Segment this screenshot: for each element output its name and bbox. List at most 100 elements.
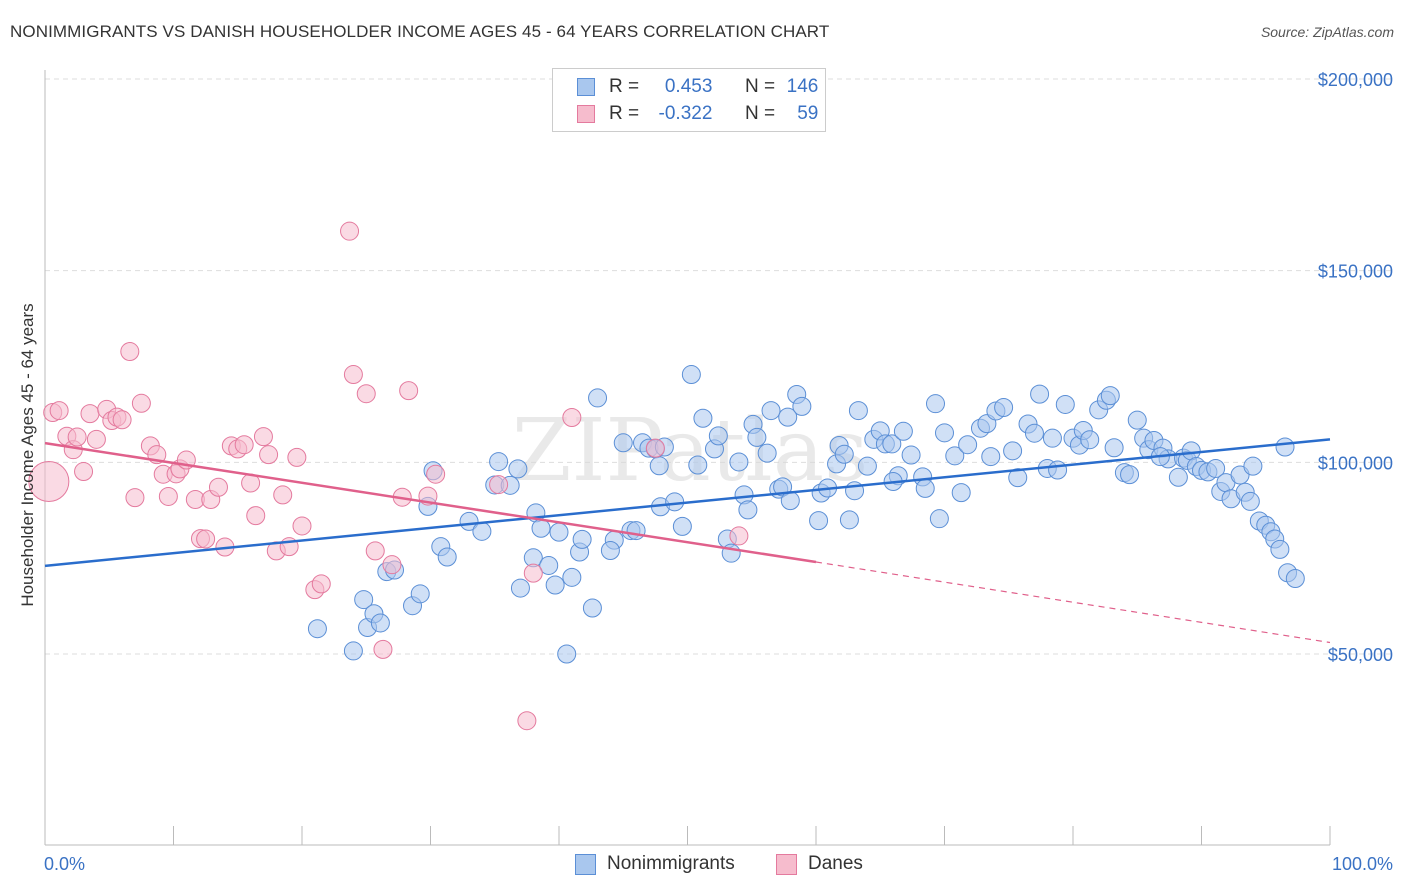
nonimmigrants-point bbox=[557, 644, 577, 664]
nonimmigrants-point bbox=[354, 590, 374, 610]
danes-point bbox=[208, 477, 228, 497]
y-tick-labels: $50,000 $100,000 $150,000 $200,000 bbox=[1318, 70, 1393, 665]
nonimmigrants-point bbox=[1104, 438, 1124, 458]
nonimmigrants-point bbox=[809, 511, 829, 531]
danes-point bbox=[259, 445, 279, 465]
nonimmigrants-point bbox=[945, 446, 965, 466]
danes-point bbox=[86, 429, 106, 449]
series-legend: Nonimmigrants Danes bbox=[0, 852, 1406, 878]
nonimmigrants-point bbox=[901, 445, 921, 465]
n-value: 59 bbox=[797, 103, 819, 124]
nonimmigrants-point bbox=[778, 407, 798, 427]
nonimmigrants-point bbox=[1080, 430, 1100, 450]
nonimmigrants-point bbox=[1003, 441, 1023, 461]
legend-label-danes: Danes bbox=[808, 853, 863, 874]
nonimmigrants-point bbox=[1168, 467, 1188, 487]
nonimmigrants-point bbox=[1270, 539, 1290, 559]
nonimmigrants-point bbox=[437, 547, 457, 567]
nonimmigrants-point bbox=[994, 398, 1014, 418]
nonimmigrants-point bbox=[747, 427, 767, 447]
nonimmigrants-point bbox=[834, 444, 854, 464]
danes-points bbox=[28, 221, 749, 731]
danes-point bbox=[343, 365, 363, 385]
nonimmigrants-point bbox=[545, 575, 565, 595]
nonimmigrants-point bbox=[1048, 460, 1068, 480]
danes-point bbox=[131, 393, 151, 413]
nonimmigrants-trend-line bbox=[44, 438, 1331, 568]
n-value: 146 bbox=[786, 76, 819, 97]
danes-point bbox=[311, 574, 331, 594]
legend-label-nonimmigrants: Nonimmigrants bbox=[607, 853, 735, 874]
danes-point bbox=[399, 381, 419, 401]
nonimmigrants-point bbox=[582, 598, 602, 618]
r-label: R = bbox=[609, 76, 640, 97]
nonimmigrants-point bbox=[757, 443, 777, 463]
nonimmigrants-point bbox=[935, 423, 954, 443]
legend-swatch-pink bbox=[577, 105, 595, 123]
danes-point bbox=[645, 438, 665, 458]
nonimmigrants-point bbox=[688, 455, 708, 475]
nonimmigrants-point bbox=[472, 521, 492, 541]
nonimmigrants-point bbox=[681, 365, 701, 385]
nonimmigrants-point bbox=[370, 613, 390, 633]
nonimmigrants-point bbox=[958, 435, 978, 455]
nonimmigrants-point bbox=[780, 491, 800, 511]
nonimmigrants-point bbox=[792, 396, 812, 416]
y-tick-label: $50,000 bbox=[1328, 645, 1393, 665]
nonimmigrants-point bbox=[882, 434, 902, 454]
nonimmigrants-point bbox=[539, 555, 559, 575]
nonimmigrants-point bbox=[343, 641, 363, 661]
danes-point bbox=[340, 221, 360, 241]
nonimmigrants-point bbox=[410, 584, 430, 604]
danes-point bbox=[125, 488, 145, 508]
nonimmigrants-point bbox=[915, 478, 935, 498]
danes-trend-line bbox=[44, 441, 817, 564]
nonimmigrants-point bbox=[531, 518, 551, 538]
nonimmigrants-point bbox=[1120, 465, 1140, 485]
nonimmigrants-point bbox=[929, 509, 949, 529]
nonimmigrants-point bbox=[489, 452, 509, 472]
legend-swatch-blue bbox=[575, 854, 596, 875]
danes-point bbox=[196, 529, 216, 549]
nonimmigrants-point bbox=[1243, 456, 1263, 476]
danes-point bbox=[517, 711, 537, 731]
nonimmigrants-point bbox=[1042, 428, 1062, 448]
chart-title: NONIMMIGRANTS VS DANISH HOUSEHOLDER INCO… bbox=[10, 22, 830, 41]
nonimmigrants-point bbox=[1024, 423, 1044, 443]
n-label: N = bbox=[744, 76, 776, 97]
nonimmigrants-point bbox=[307, 619, 327, 639]
danes-trend-extension bbox=[815, 561, 1331, 644]
danes-point bbox=[373, 639, 393, 659]
danes-point bbox=[365, 541, 385, 561]
danes-point bbox=[246, 506, 266, 526]
y-tick-label: $200,000 bbox=[1318, 70, 1393, 90]
danes-point bbox=[74, 462, 94, 482]
danes-point bbox=[67, 427, 87, 447]
nonimmigrants-point bbox=[510, 578, 530, 598]
nonimmigrants-point bbox=[857, 456, 877, 476]
nonimmigrants-point bbox=[1275, 437, 1295, 457]
nonimmigrants-point bbox=[1008, 468, 1028, 488]
danes-point bbox=[112, 410, 132, 430]
y-tick-label: $100,000 bbox=[1318, 453, 1393, 473]
correlation-legend: R = 0.453 N = 146 R = -0.322 N = 59 bbox=[552, 68, 826, 132]
danes-point bbox=[287, 447, 307, 467]
nonimmigrants-point bbox=[613, 433, 633, 453]
nonimmigrants-point bbox=[1206, 458, 1226, 478]
nonimmigrants-point bbox=[665, 492, 685, 512]
nonimmigrants-point bbox=[1055, 394, 1075, 414]
r-label: R = bbox=[609, 103, 640, 124]
nonimmigrants-point bbox=[926, 394, 946, 414]
nonimmigrants-point bbox=[626, 521, 646, 541]
nonimmigrants-point bbox=[951, 483, 971, 503]
danes-point bbox=[489, 475, 509, 495]
danes-point bbox=[729, 526, 749, 546]
legend-swatch-blue bbox=[577, 78, 595, 96]
nonimmigrants-point bbox=[893, 421, 913, 441]
nonimmigrants-points bbox=[307, 365, 1305, 664]
nonimmigrants-point bbox=[1285, 568, 1305, 588]
source-label: Source: ZipAtlas.com bbox=[1260, 24, 1394, 40]
nonimmigrants-point bbox=[562, 567, 582, 587]
danes-point bbox=[80, 404, 100, 424]
trend-lines bbox=[44, 438, 1331, 644]
